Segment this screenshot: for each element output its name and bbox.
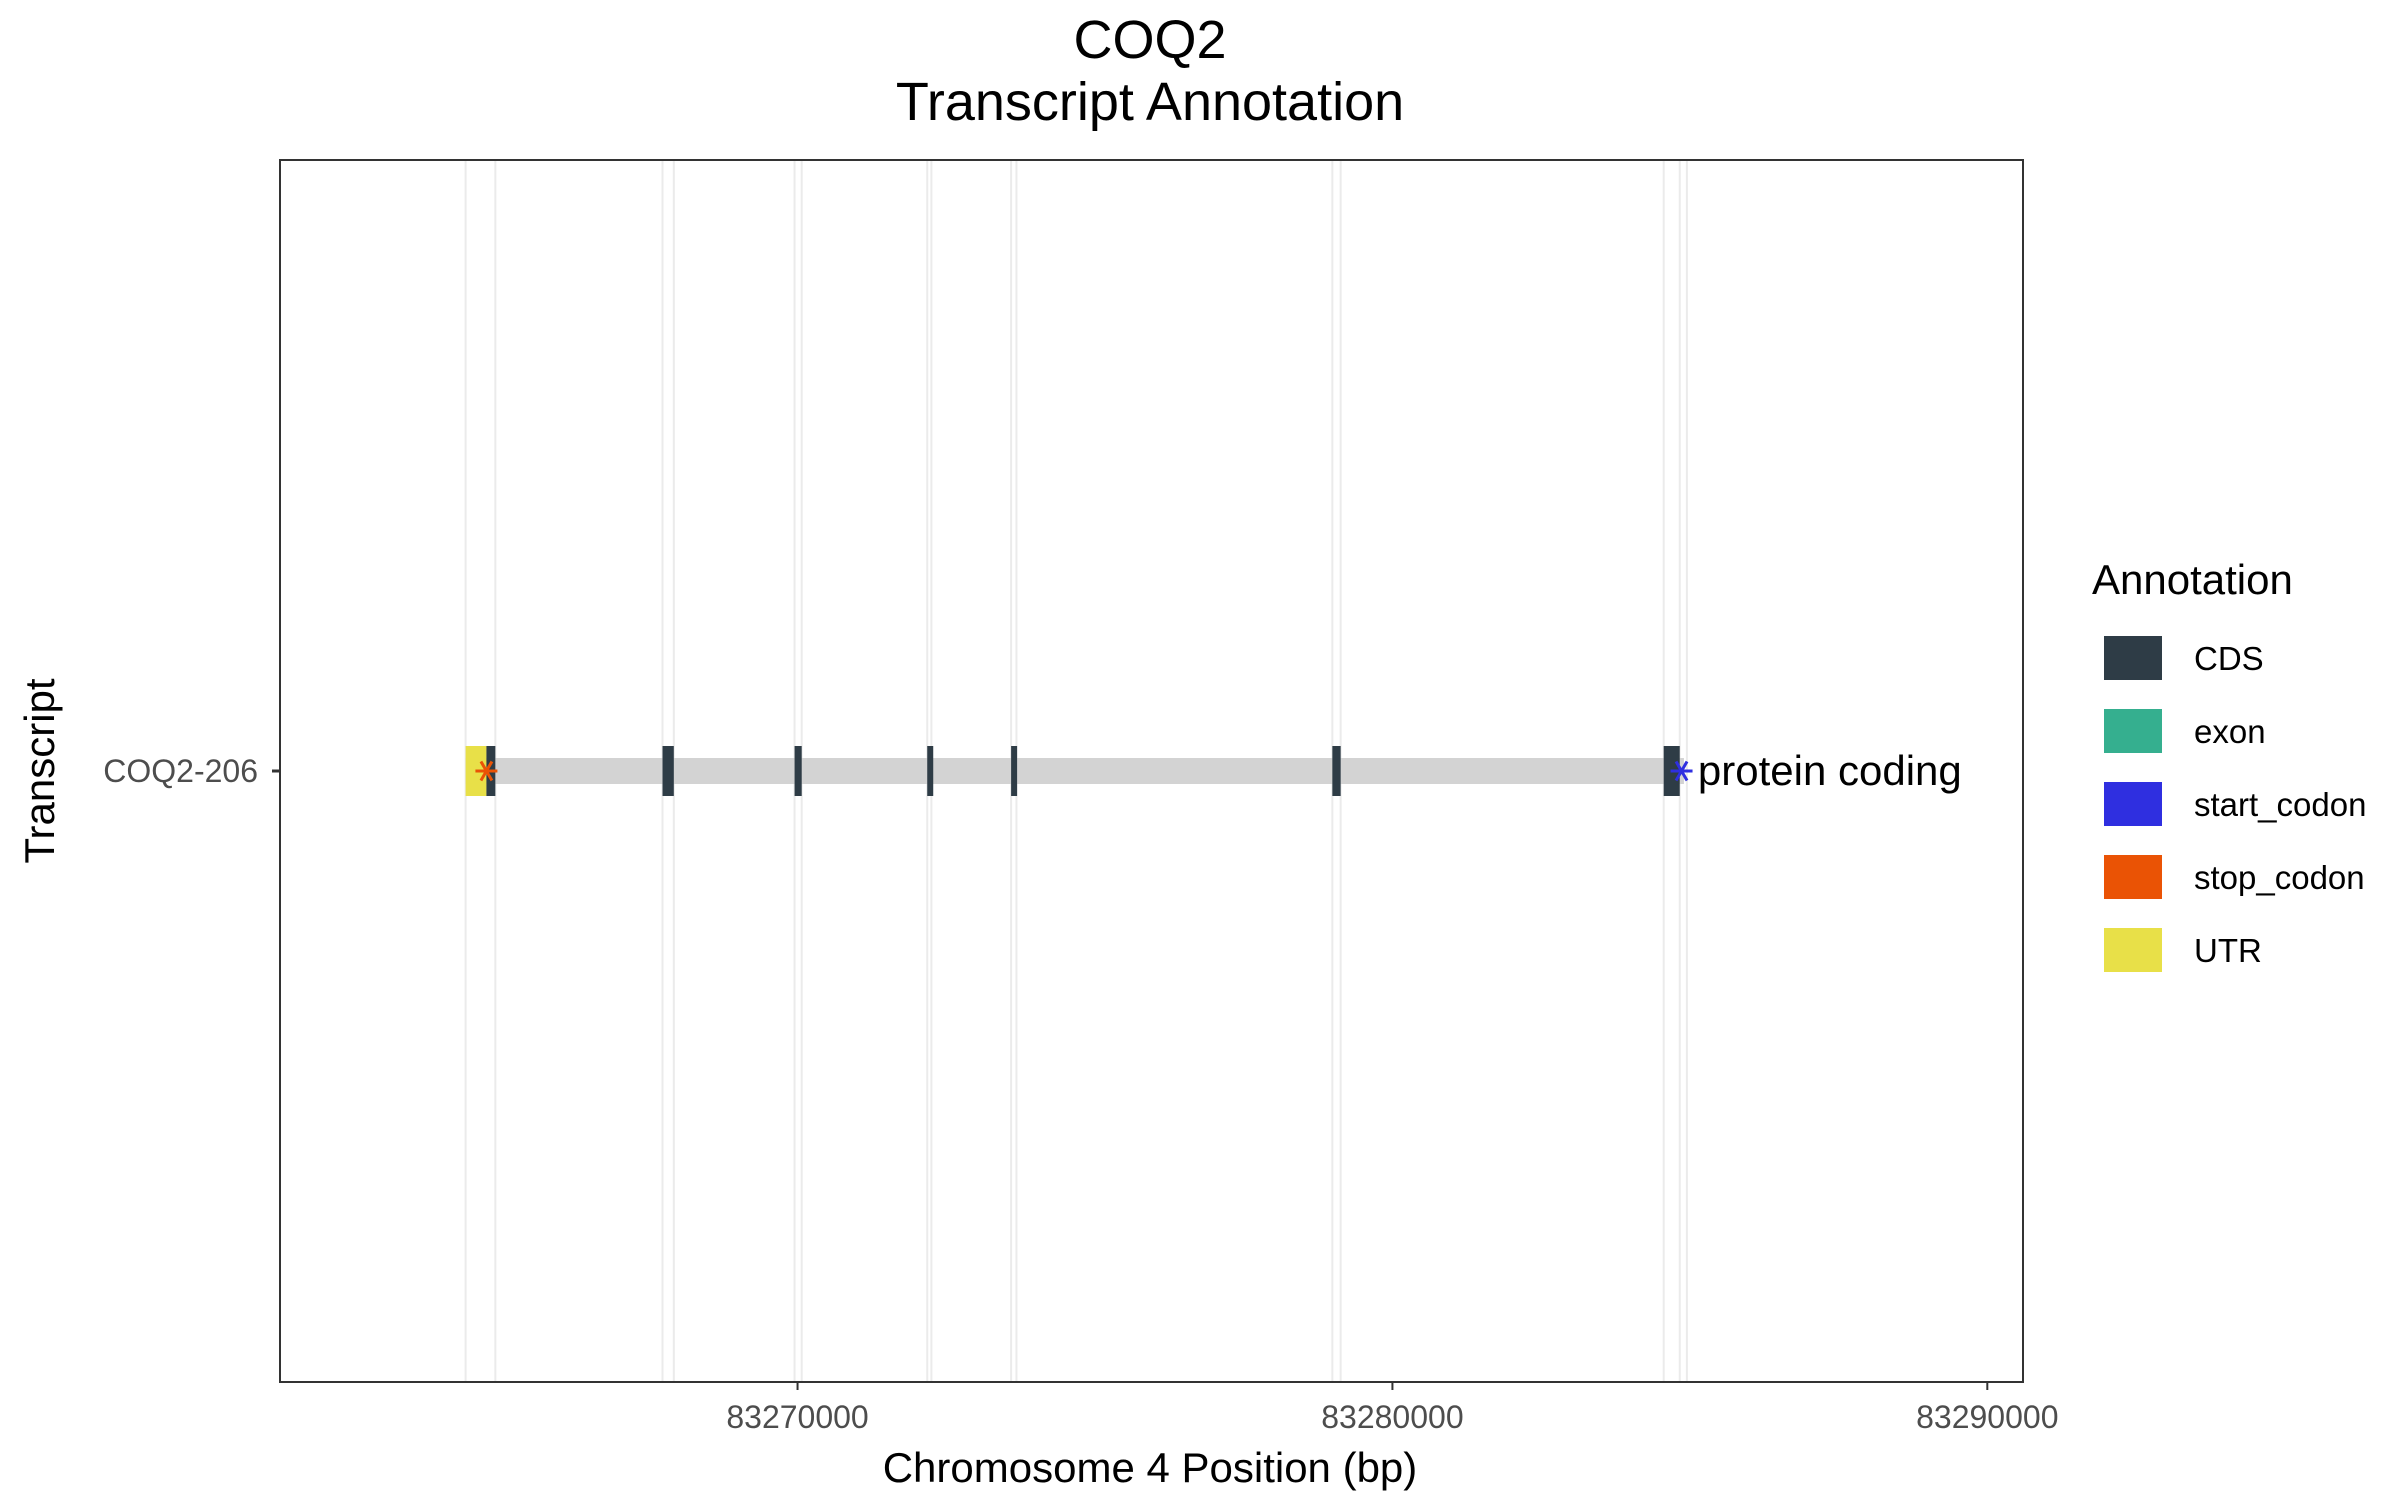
legend-label-exon: exon (2194, 713, 2266, 750)
x-axis-label: Chromosome 4 Position (bp) (883, 1444, 1418, 1491)
stop-codon-marker (475, 760, 498, 782)
stop-codon-stroke-2 (479, 760, 494, 782)
chart-title-line1: COQ2 (1073, 10, 1226, 70)
legend-key-stop-codon (2104, 855, 2162, 899)
legend-label-stop-codon: stop_codon (2194, 859, 2365, 896)
legend: Annotation CDS exon start_codon stop_codon U… (2092, 556, 2366, 972)
cds-block-2 (662, 746, 674, 796)
cds-block-4 (927, 746, 934, 796)
legend-key-CDS (2104, 636, 2162, 680)
start-codon-marker (1670, 760, 1693, 782)
intron-track (465, 758, 1684, 784)
x-axis-ticks: 83270000 83280000 83290000 (726, 1382, 2058, 1435)
cds-block-5 (1011, 746, 1018, 796)
y-axis-label: Transcript (16, 678, 63, 863)
x-tick-label-2: 83290000 (1916, 1399, 2058, 1435)
transcript-biotype-label: protein coding (1698, 747, 1962, 794)
legend-label-CDS: CDS (2194, 640, 2264, 677)
x-tick-label-0: 83270000 (726, 1399, 868, 1435)
legend-label-start-codon: start_codon (2194, 786, 2366, 823)
legend-label-UTR: UTR (2194, 932, 2262, 969)
intron-line (465, 758, 1684, 784)
chart-title-line2: Transcript Annotation (896, 72, 1404, 132)
y-tick-label-transcript: COQ2-206 (103, 753, 258, 789)
x-tick-label-1: 83280000 (1321, 1399, 1463, 1435)
codon-markers (475, 760, 1693, 782)
legend-title: Annotation (2092, 556, 2293, 603)
start-codon-stroke-2 (1674, 760, 1689, 782)
legend-key-UTR (2104, 928, 2162, 972)
cds-block-3 (794, 746, 802, 796)
cds-block-6 (1332, 746, 1341, 796)
y-axis-ticks: COQ2-206 (103, 753, 280, 789)
legend-key-start-codon (2104, 782, 2162, 826)
legend-key-exon (2104, 709, 2162, 753)
